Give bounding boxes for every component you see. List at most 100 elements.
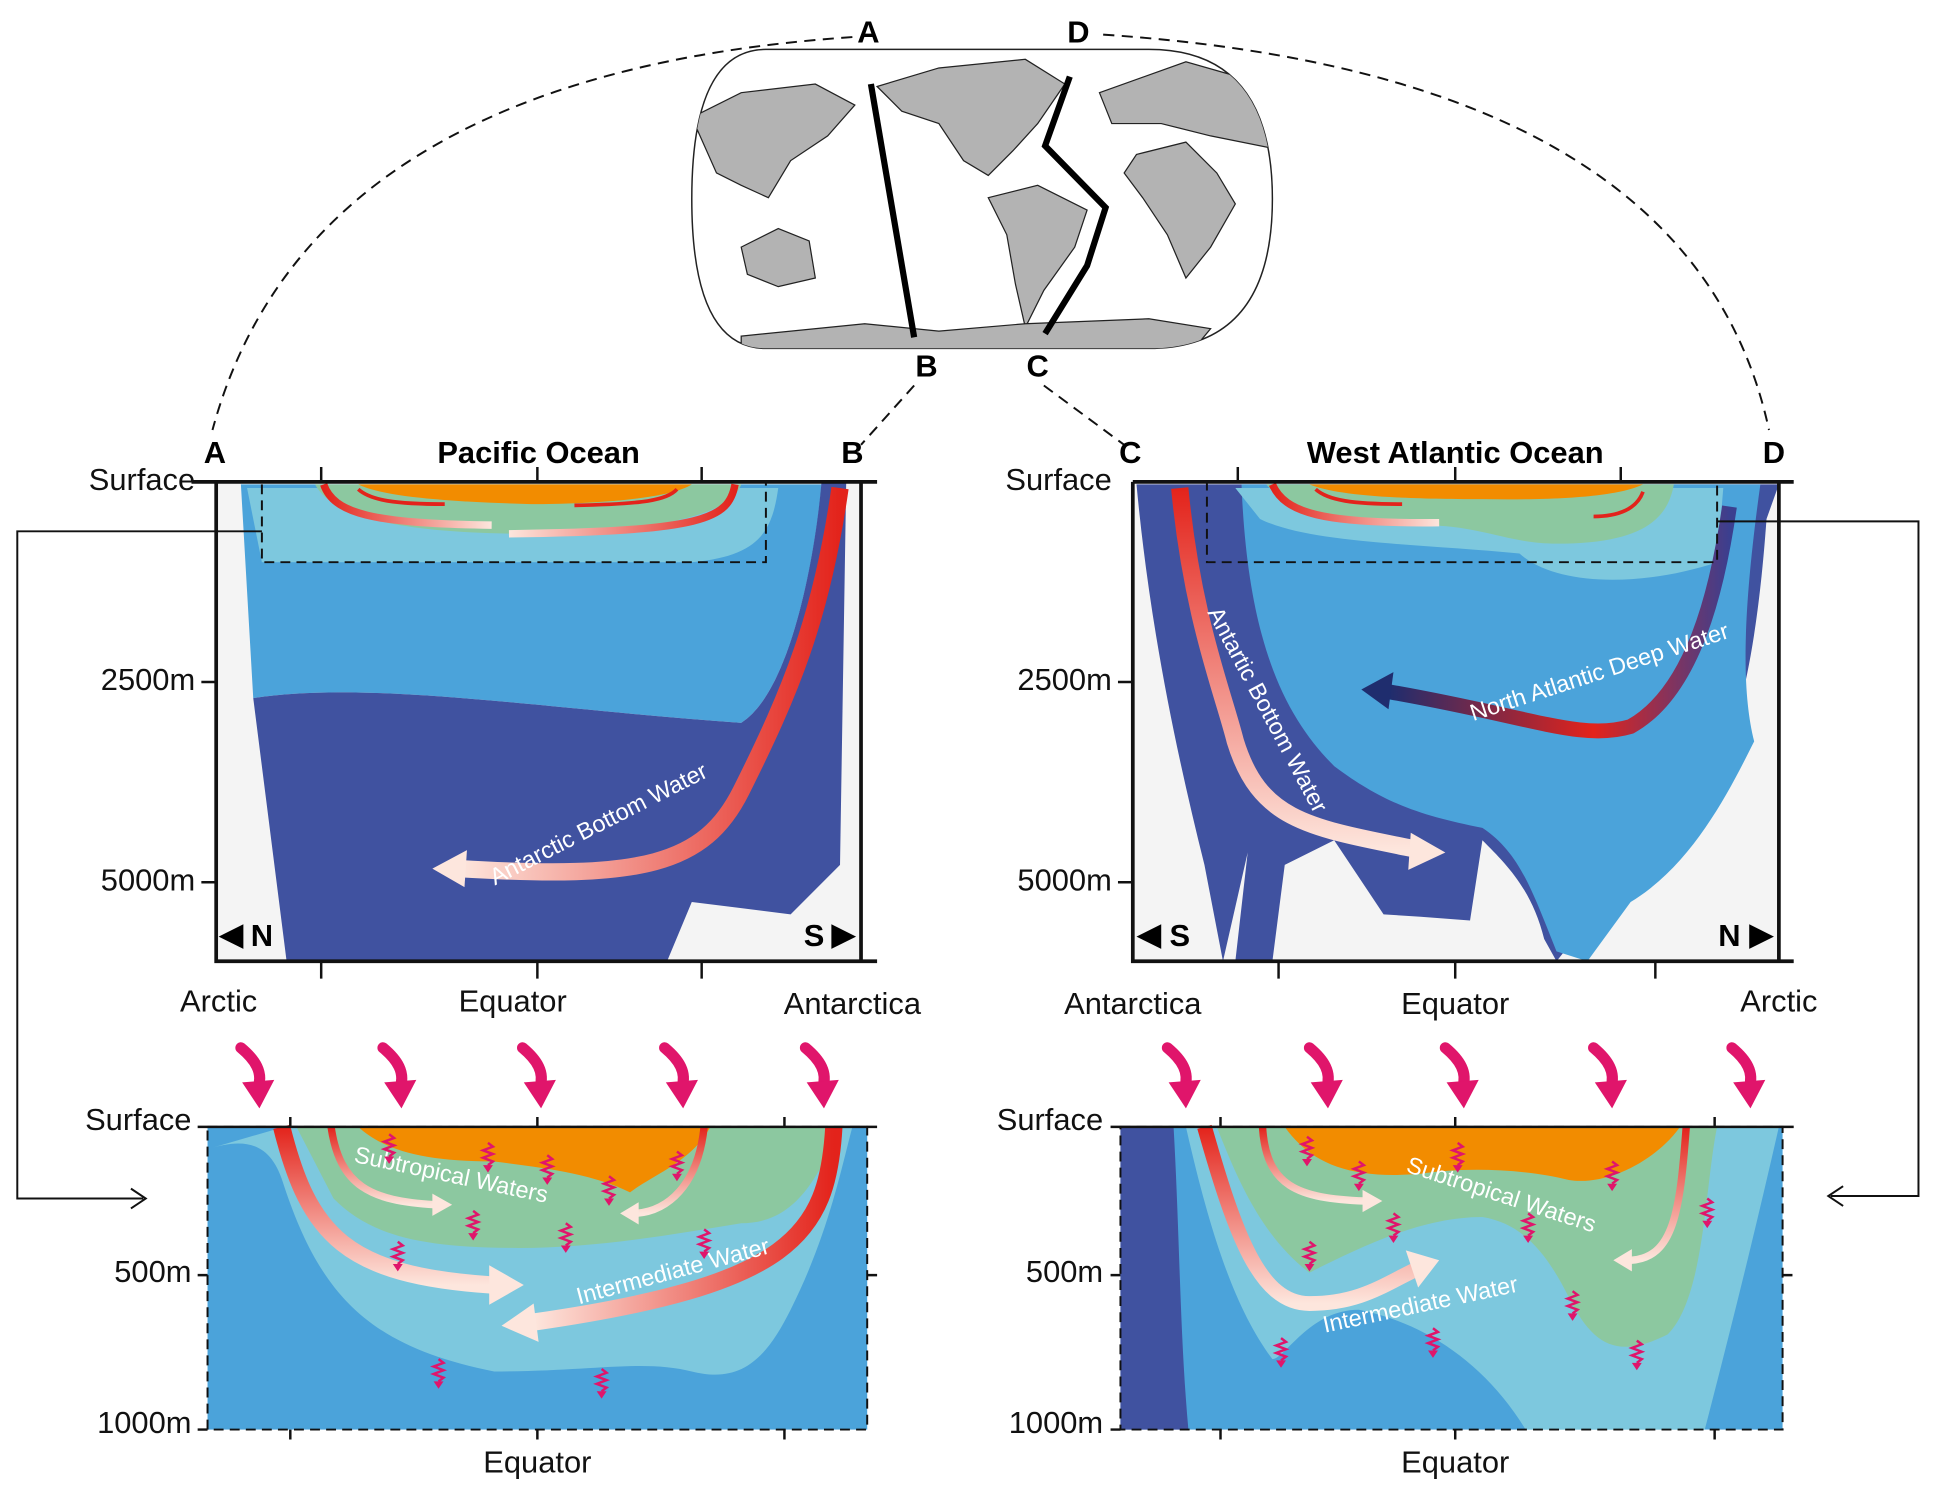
squiggle bbox=[389, 1240, 407, 1265]
group bbox=[691, 58, 1273, 349]
guide-line bbox=[1043, 384, 1125, 446]
squiggle bbox=[1300, 1240, 1318, 1265]
shape bbox=[358, 1126, 711, 1193]
section-end: A bbox=[204, 435, 226, 470]
connector bbox=[1717, 520, 1920, 1198]
depth-label: 2500m bbox=[1017, 662, 1111, 697]
squiggle-head bbox=[483, 1165, 493, 1173]
shape bbox=[831, 924, 857, 949]
region-label: Arctic bbox=[1740, 983, 1817, 1018]
direction: S bbox=[804, 918, 825, 953]
direction: S bbox=[1169, 918, 1190, 953]
direction: N bbox=[1718, 918, 1740, 953]
shape bbox=[1613, 1249, 1632, 1272]
shape bbox=[1171, 487, 1423, 859]
group bbox=[1136, 482, 1779, 962]
shape bbox=[218, 924, 244, 949]
shape bbox=[1117, 467, 1657, 979]
squiggle-head bbox=[433, 1381, 444, 1389]
shape bbox=[489, 1265, 524, 1305]
depth-label: Surface bbox=[1005, 462, 1111, 497]
shape bbox=[273, 1124, 493, 1294]
squiggle bbox=[479, 1141, 497, 1167]
shape bbox=[1098, 61, 1273, 150]
squiggle-head bbox=[1702, 1220, 1713, 1229]
squiggle bbox=[600, 1175, 618, 1200]
connector bbox=[16, 530, 262, 1200]
panel-title: Pacific Ocean bbox=[437, 435, 639, 470]
shape bbox=[1241, 484, 1761, 962]
shape bbox=[1266, 484, 1674, 544]
region-label: Antarctica bbox=[784, 986, 922, 1021]
squiggle-head bbox=[468, 1233, 479, 1241]
shape bbox=[635, 1126, 708, 1218]
heat-arrow-head bbox=[1446, 1079, 1479, 1109]
shape bbox=[201, 467, 703, 979]
squiggle-head bbox=[1353, 1183, 1364, 1192]
squiggle-head bbox=[384, 1156, 395, 1164]
squiggle bbox=[1298, 1135, 1316, 1160]
map-label: B bbox=[915, 348, 937, 383]
region-label: Antarctica bbox=[1064, 986, 1202, 1021]
direction: N bbox=[251, 918, 273, 953]
squiggle bbox=[380, 1133, 398, 1158]
squiggle bbox=[695, 1228, 713, 1253]
squiggle-head bbox=[672, 1173, 682, 1182]
squiggle bbox=[1564, 1290, 1582, 1315]
heat-arrow-head bbox=[242, 1079, 275, 1109]
pacific-section: Antarctic Bottom Water bbox=[191, 467, 878, 979]
shape bbox=[1197, 1124, 1418, 1311]
shape bbox=[740, 227, 817, 288]
section-end: B bbox=[841, 435, 863, 470]
section-end: C bbox=[1119, 435, 1141, 470]
squiggle bbox=[668, 1150, 686, 1175]
world-map bbox=[691, 48, 1274, 350]
shape bbox=[358, 484, 692, 505]
shape bbox=[532, 1126, 843, 1331]
squiggle bbox=[1519, 1212, 1537, 1237]
squiggle-head bbox=[604, 1198, 614, 1206]
depth-label: 1000m bbox=[1009, 1405, 1103, 1440]
squiggle-head bbox=[596, 1391, 607, 1399]
shape bbox=[191, 480, 878, 964]
heat-arrow-head bbox=[1310, 1079, 1343, 1109]
connector-arrow bbox=[1826, 1185, 1844, 1207]
region-label: Equator bbox=[1401, 1444, 1509, 1479]
heat-arrow-head bbox=[523, 1079, 556, 1109]
squiggle-head bbox=[699, 1251, 710, 1260]
depth-label: 1000m bbox=[97, 1405, 191, 1440]
squiggle-head bbox=[392, 1264, 403, 1272]
guide-line bbox=[211, 36, 853, 431]
shape bbox=[1041, 75, 1110, 336]
shape bbox=[508, 483, 739, 538]
region-label: Equator bbox=[459, 983, 567, 1018]
connector-arrow bbox=[130, 1187, 148, 1210]
section-end: D bbox=[1763, 435, 1785, 470]
heat-arrow-head bbox=[384, 1079, 417, 1109]
shape bbox=[620, 1202, 639, 1225]
shape bbox=[1268, 482, 1440, 527]
shape bbox=[1361, 672, 1394, 710]
shape bbox=[501, 1303, 539, 1342]
shape bbox=[459, 486, 849, 881]
shape bbox=[1136, 924, 1162, 949]
depth-label: 5000m bbox=[101, 862, 195, 897]
squiggle bbox=[430, 1358, 448, 1383]
heat-arrows bbox=[235, 1042, 1766, 1399]
squiggle bbox=[593, 1368, 611, 1393]
shape bbox=[1388, 505, 1737, 739]
squiggle-head bbox=[1276, 1360, 1286, 1368]
shape bbox=[1362, 1189, 1383, 1213]
depth-label: Surface bbox=[85, 1102, 191, 1137]
squiggle-head bbox=[1388, 1235, 1399, 1243]
guide-line bbox=[1103, 33, 1770, 431]
shape bbox=[357, 487, 445, 506]
map-label: A bbox=[857, 15, 879, 50]
squiggle-head bbox=[560, 1245, 571, 1253]
shape bbox=[987, 184, 1088, 330]
squiggle bbox=[1350, 1160, 1368, 1185]
squiggle-head bbox=[1631, 1362, 1642, 1371]
squiggle bbox=[1384, 1212, 1402, 1237]
